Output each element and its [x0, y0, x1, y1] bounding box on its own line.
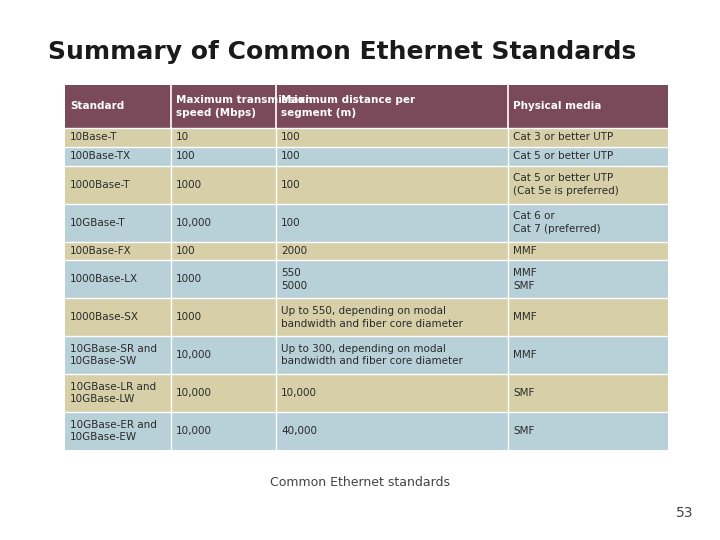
Bar: [276, 412, 508, 450]
Bar: [171, 299, 276, 336]
Bar: [508, 260, 668, 299]
Text: 10GBase-ER and
10GBase-EW: 10GBase-ER and 10GBase-EW: [70, 420, 157, 442]
Bar: [65, 299, 171, 336]
Bar: [276, 204, 508, 241]
Text: 10GBase-T: 10GBase-T: [70, 218, 125, 227]
Bar: [171, 336, 276, 374]
Bar: [276, 374, 508, 412]
Bar: [508, 85, 668, 128]
Bar: [508, 412, 668, 450]
Text: 100Base-FX: 100Base-FX: [70, 246, 132, 256]
Text: 2000: 2000: [281, 246, 307, 256]
Text: 10,000: 10,000: [176, 388, 212, 398]
Bar: [508, 336, 668, 374]
Text: Summary of Common Ethernet Standards: Summary of Common Ethernet Standards: [48, 40, 636, 64]
Bar: [276, 166, 508, 204]
Text: 100: 100: [176, 246, 195, 256]
Bar: [276, 260, 508, 299]
Text: 550
5000: 550 5000: [281, 268, 307, 291]
Text: 1000Base-T: 1000Base-T: [70, 180, 130, 190]
Bar: [276, 147, 508, 166]
Text: MMF
SMF: MMF SMF: [513, 268, 537, 291]
Text: 53: 53: [675, 506, 693, 520]
Bar: [171, 166, 276, 204]
Text: 10: 10: [176, 132, 189, 143]
Text: 10,000: 10,000: [176, 218, 212, 227]
Text: Up to 300, depending on modal
bandwidth and fiber core diameter: Up to 300, depending on modal bandwidth …: [281, 344, 463, 367]
Bar: [171, 204, 276, 241]
Bar: [171, 85, 276, 128]
Text: Standard: Standard: [70, 102, 125, 111]
Bar: [171, 147, 276, 166]
Bar: [65, 412, 171, 450]
Text: 10Base-T: 10Base-T: [70, 132, 117, 143]
Bar: [65, 85, 171, 128]
Text: 100: 100: [281, 151, 301, 161]
Text: Up to 550, depending on modal
bandwidth and fiber core diameter: Up to 550, depending on modal bandwidth …: [281, 306, 463, 328]
Text: 1000Base-LX: 1000Base-LX: [70, 274, 138, 285]
Text: Cat 3 or better UTP: Cat 3 or better UTP: [513, 132, 613, 143]
Text: Cat 6 or
Cat 7 (preferred): Cat 6 or Cat 7 (preferred): [513, 211, 600, 234]
Bar: [508, 241, 668, 260]
Text: MMF: MMF: [513, 246, 537, 256]
Bar: [276, 85, 508, 128]
Text: MMF: MMF: [513, 312, 537, 322]
Text: 100: 100: [281, 218, 301, 227]
Bar: [171, 412, 276, 450]
Text: Cat 5 or better UTP: Cat 5 or better UTP: [513, 151, 613, 161]
Text: 10,000: 10,000: [281, 388, 317, 398]
Bar: [171, 128, 276, 147]
Text: 100: 100: [281, 132, 301, 143]
Text: 40,000: 40,000: [281, 426, 317, 436]
Text: 100: 100: [281, 180, 301, 190]
Bar: [65, 336, 171, 374]
Text: SMF: SMF: [513, 426, 534, 436]
Text: 1000: 1000: [176, 180, 202, 190]
Text: Common Ethernet standards: Common Ethernet standards: [270, 476, 450, 489]
Bar: [65, 128, 171, 147]
Bar: [65, 260, 171, 299]
Bar: [65, 241, 171, 260]
Bar: [276, 241, 508, 260]
Text: 10GBase-LR and
10GBase-LW: 10GBase-LR and 10GBase-LW: [70, 382, 156, 404]
Bar: [276, 299, 508, 336]
Text: 10,000: 10,000: [176, 350, 212, 360]
Text: Cat 5 or better UTP
(Cat 5e is preferred): Cat 5 or better UTP (Cat 5e is preferred…: [513, 173, 619, 196]
Text: Maximum distance per
segment (m): Maximum distance per segment (m): [281, 95, 415, 118]
Text: 1000: 1000: [176, 274, 202, 285]
Bar: [508, 147, 668, 166]
Text: 1000: 1000: [176, 312, 202, 322]
Bar: [171, 260, 276, 299]
Bar: [276, 336, 508, 374]
Text: 10,000: 10,000: [176, 426, 212, 436]
Bar: [508, 299, 668, 336]
Text: 10GBase-SR and
10GBase-SW: 10GBase-SR and 10GBase-SW: [70, 344, 157, 367]
Bar: [508, 128, 668, 147]
Text: 100Base-TX: 100Base-TX: [70, 151, 131, 161]
Bar: [65, 204, 171, 241]
Bar: [65, 166, 171, 204]
Text: 100: 100: [176, 151, 195, 161]
Bar: [508, 166, 668, 204]
Bar: [65, 374, 171, 412]
Text: MMF: MMF: [513, 350, 537, 360]
Bar: [508, 204, 668, 241]
Text: SMF: SMF: [513, 388, 534, 398]
Bar: [171, 241, 276, 260]
Bar: [171, 374, 276, 412]
Bar: [508, 374, 668, 412]
Bar: [276, 128, 508, 147]
Bar: [65, 147, 171, 166]
Text: Maximum transmission
speed (Mbps): Maximum transmission speed (Mbps): [176, 95, 312, 118]
Text: Physical media: Physical media: [513, 102, 602, 111]
Text: 1000Base-SX: 1000Base-SX: [70, 312, 139, 322]
